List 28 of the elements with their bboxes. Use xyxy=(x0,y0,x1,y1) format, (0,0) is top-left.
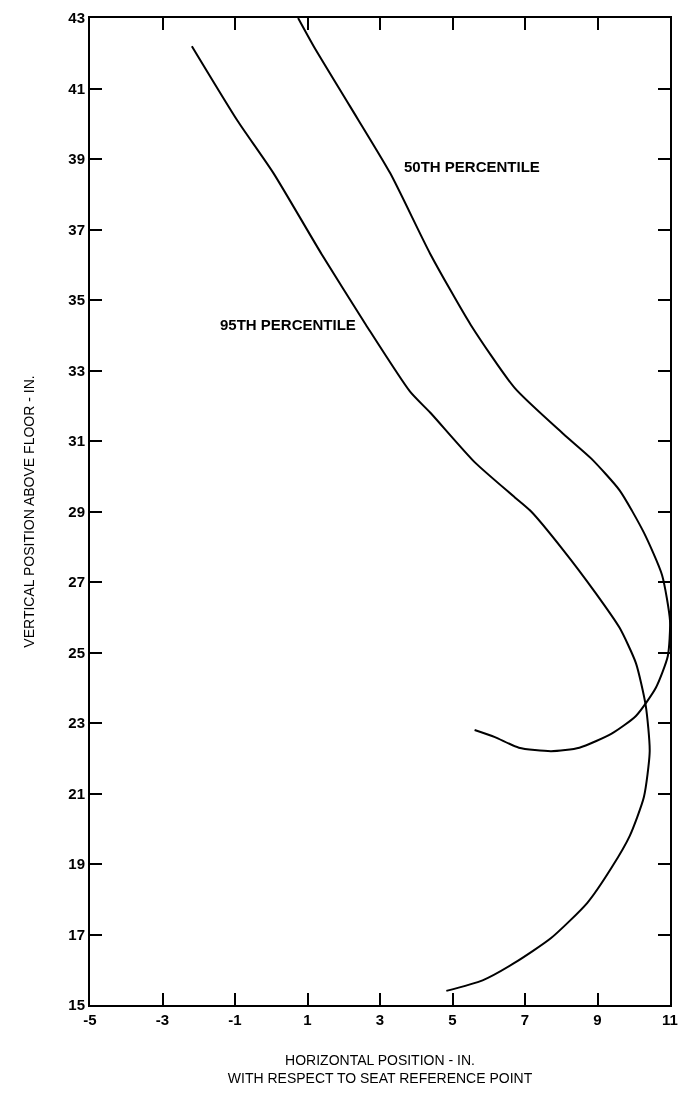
y-tick-label: 41 xyxy=(68,79,85,97)
y-tick-label: 39 xyxy=(68,150,85,168)
x-tick-label: -3 xyxy=(155,1011,170,1028)
x-tick-label: 9 xyxy=(593,1011,602,1028)
y-tick-label: 19 xyxy=(68,855,85,873)
y-tick-label: 43 xyxy=(68,9,85,27)
y-tick-label: 25 xyxy=(68,643,85,661)
x-axis-title: HORIZONTAL POSITION - IN. WITH RESPECT TO SEAT REFERENCE POINT xyxy=(227,1051,533,1086)
y-tick-label: 27 xyxy=(68,573,85,591)
y-tick-label: 21 xyxy=(68,784,85,802)
y-tick-label: 15 xyxy=(68,996,85,1014)
x-tick-label: 5 xyxy=(448,1011,457,1028)
y-tick-label: 33 xyxy=(68,361,85,379)
x-tick-label: 7 xyxy=(520,1011,530,1028)
x-tick-label: -1 xyxy=(228,1011,242,1028)
x-tick-label: 3 xyxy=(375,1011,385,1028)
y-tick-label: 17 xyxy=(68,925,85,943)
x-tick-label: -5 xyxy=(83,1011,97,1028)
y-axis-title: VERTICAL POSITION ABOVE FLOOR - IN. xyxy=(21,375,38,648)
x-tick-label: 11 xyxy=(662,1011,678,1028)
y-tick-label: 29 xyxy=(68,502,85,520)
x-tick-label: 1 xyxy=(303,1011,312,1028)
y-tick-label: 35 xyxy=(68,291,85,309)
series-label: 95TH PERCENTILE xyxy=(220,316,356,333)
y-tick-label: 31 xyxy=(68,432,85,450)
y-tick-label: 23 xyxy=(68,714,85,732)
y-tick-label: 37 xyxy=(68,220,85,238)
series-label: 50TH PERCENTILE xyxy=(404,158,540,175)
